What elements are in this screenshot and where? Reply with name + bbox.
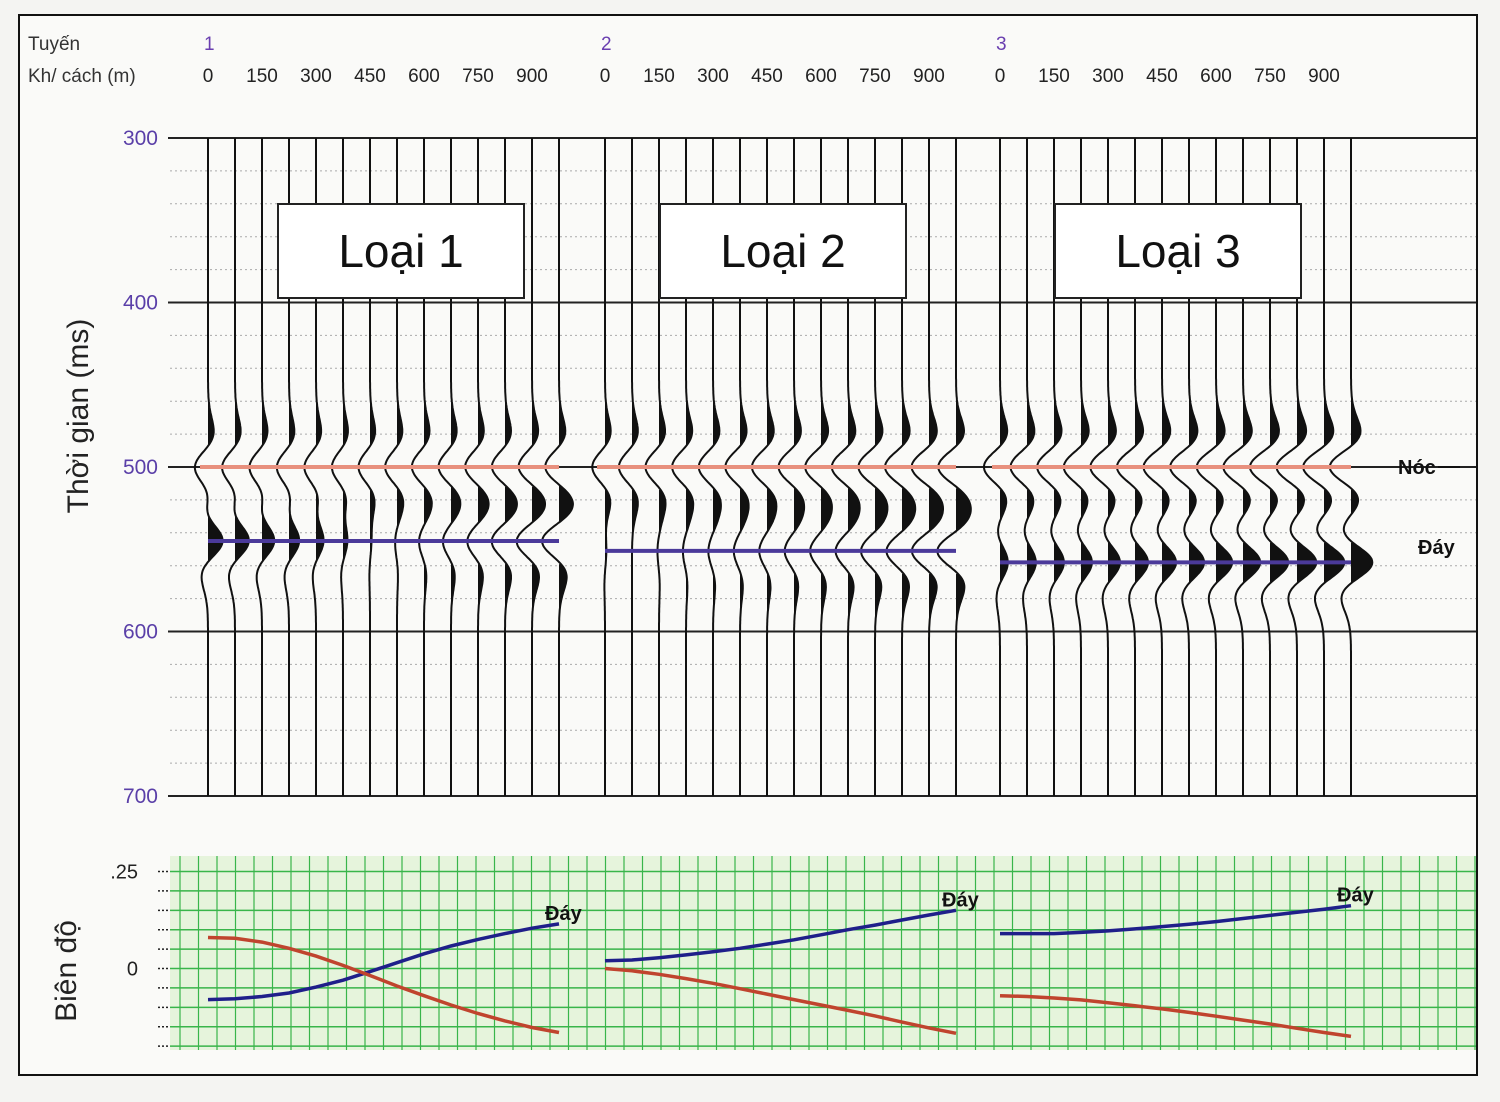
trace-fill	[208, 397, 223, 563]
offset-tick-label: 0	[600, 66, 611, 87]
trace-fill	[767, 396, 777, 617]
amp-series-line	[604, 966, 957, 1036]
time-tick-label: 700	[123, 785, 158, 808]
trace-fill	[929, 396, 943, 624]
trace-fill	[1324, 394, 1345, 584]
trace-fill	[1351, 394, 1373, 584]
amp-axis-label: Biên độ	[50, 920, 83, 1022]
time-tick-label: 600	[123, 621, 158, 644]
trace-fill	[505, 397, 517, 612]
amp-series-label: Đáy	[942, 889, 980, 911]
trace-fill	[686, 397, 694, 609]
line-number: 3	[996, 34, 1007, 55]
trace-fill	[740, 396, 749, 615]
trace-fill	[451, 397, 461, 609]
offset-tick-label: 150	[246, 66, 278, 87]
offset-tick-label: 900	[1308, 66, 1340, 87]
figure-frame: Tuyến Kh/ cách (m) 1 0 150 300 450 600 750 900 2 0 1…	[18, 14, 1478, 1076]
offset-tick-label: 300	[697, 66, 729, 87]
model-label-box	[1054, 203, 1302, 299]
trace-fill	[848, 396, 860, 622]
trace-fill	[659, 397, 666, 599]
trace-fill	[559, 397, 573, 614]
amp-series-line	[999, 993, 1352, 1039]
time-tick-label: 300	[123, 127, 158, 150]
seismic-trace	[982, 138, 1009, 796]
offset-tick-label: 0	[203, 66, 214, 87]
line-number: 2	[601, 34, 612, 55]
amp-tick-label: 0	[127, 959, 138, 981]
trace-fill	[532, 397, 545, 614]
offset-label: Kh/ cách (m)	[28, 66, 136, 87]
offset-tick-label: 300	[300, 66, 332, 87]
trace-fill	[316, 399, 324, 563]
offset-tick-label: 750	[462, 66, 494, 87]
seismic-model-2: Loại 2	[591, 138, 972, 796]
seismic-trace	[193, 138, 224, 796]
seismic-model-3: Loại 3	[982, 138, 1374, 796]
trace-fill	[343, 399, 348, 561]
offset-tick-label: 450	[751, 66, 783, 87]
amp-series-line	[1000, 903, 1352, 936]
model-label: Loại 2	[720, 225, 845, 277]
line-label: Tuyến	[28, 34, 80, 55]
top-horizon-label: Nóc	[1398, 457, 1436, 479]
offset-tick-label: 900	[516, 66, 548, 87]
trace-fill	[956, 396, 971, 625]
time-tick-label: 400	[123, 292, 158, 315]
trace-fill	[1270, 394, 1289, 584]
offset-tick-label: 750	[859, 66, 891, 87]
offset-tick-label: 900	[913, 66, 945, 87]
time-tick-label: 500	[123, 456, 158, 479]
offset-tick-label: 150	[643, 66, 675, 87]
line-number: 1	[204, 34, 215, 55]
offset-tick-label: 750	[1254, 66, 1286, 87]
offset-tick-label: 300	[1092, 66, 1124, 87]
trace-fill	[713, 397, 721, 614]
offset-tick-label: 0	[995, 66, 1006, 87]
trace-fill	[424, 397, 432, 604]
trace-fill	[794, 396, 805, 619]
amp-series-label: Đáy	[545, 903, 583, 925]
amp-series-line	[207, 935, 560, 1035]
amplitude-panel-bg	[170, 856, 1476, 1050]
amp-series-line	[207, 922, 560, 1002]
model-label: Loại 1	[338, 225, 463, 277]
amp-series-label: Đáy	[1337, 885, 1375, 907]
trace-fill	[1297, 394, 1317, 584]
model-label-box	[659, 203, 907, 299]
seismic-trace	[591, 138, 612, 796]
trace-fill	[875, 396, 888, 622]
offset-tick-label: 600	[1200, 66, 1232, 87]
amp-tick-label: .25	[110, 862, 138, 884]
model-label-box	[277, 203, 525, 299]
trace-fill	[478, 397, 489, 611]
offset-tick-label: 450	[1146, 66, 1178, 87]
offset-tick-label: 600	[408, 66, 440, 87]
trace-fill	[235, 397, 249, 563]
offset-tick-label: 600	[805, 66, 837, 87]
trace-fill	[397, 397, 404, 594]
trace-fill	[821, 396, 832, 620]
trace-fill	[632, 397, 638, 538]
trace-fill	[902, 396, 916, 624]
time-axis-label: Thời gian (ms)	[62, 319, 95, 514]
seismic-model-1: Loại 1	[193, 138, 574, 796]
trace-fill	[262, 397, 275, 563]
offset-tick-label: 450	[354, 66, 386, 87]
amp-series-line	[604, 908, 957, 963]
model-label: Loại 3	[1115, 225, 1240, 277]
trace-fill	[370, 399, 376, 558]
offset-tick-label: 150	[1038, 66, 1070, 87]
base-horizon-label: Đáy	[1418, 537, 1456, 559]
